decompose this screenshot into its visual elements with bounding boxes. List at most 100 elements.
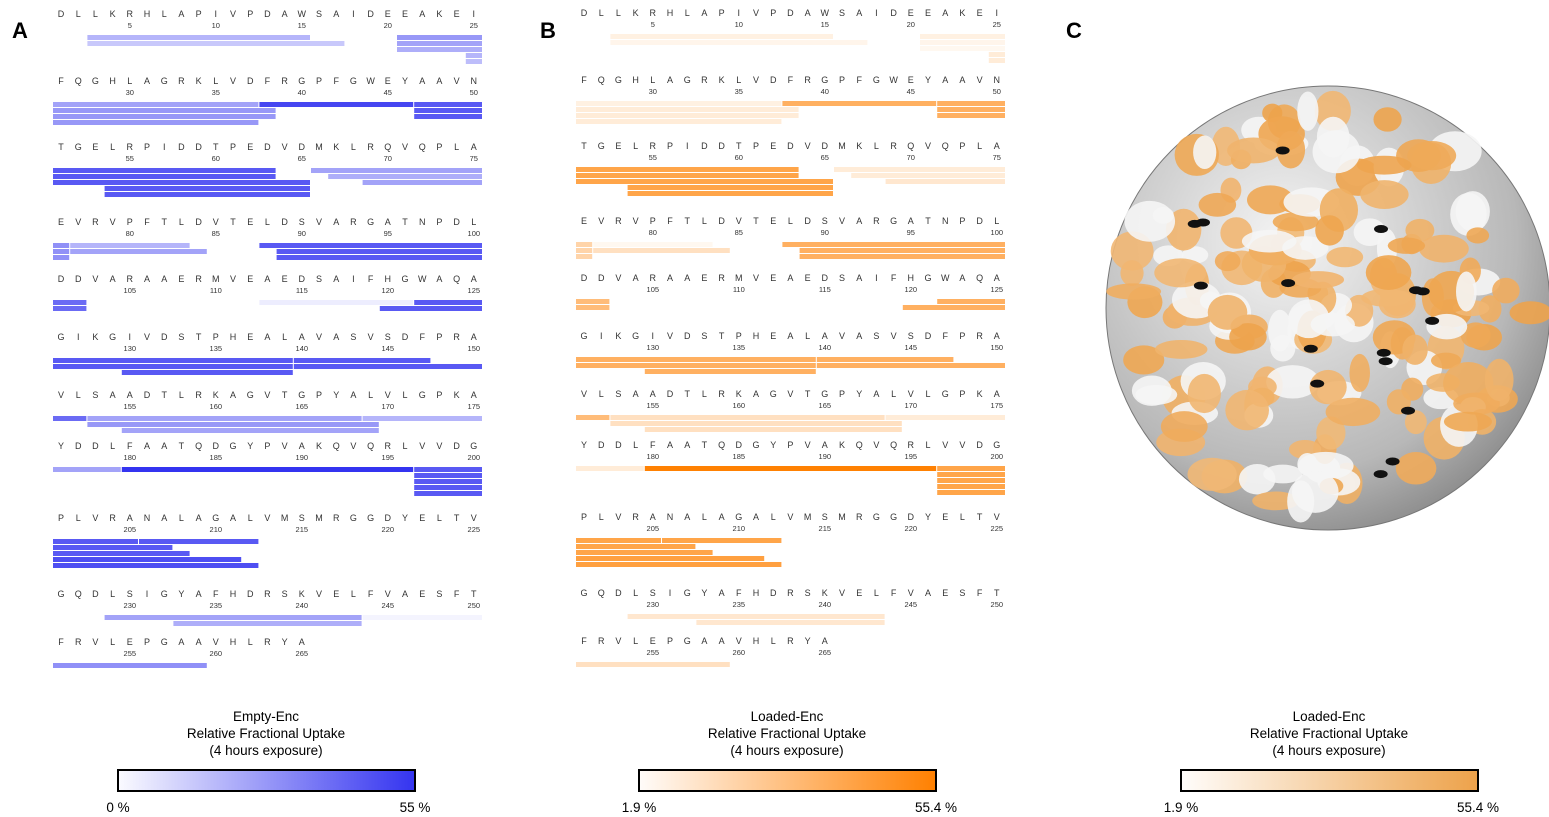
residue-number: 230 [124,601,137,610]
peptide-bar [886,415,1005,420]
residue-number: 250 [991,600,1004,609]
peptide-bar [576,415,609,420]
residue-number: 25 [993,20,1001,29]
peptide-bar [53,108,276,113]
capsid-rendering [1106,86,1549,530]
residue-number: 120 [905,285,918,294]
peptide-bar [645,466,936,471]
peptide-bar [937,484,1005,489]
peptide-bar [53,358,293,363]
sequence-row: DDVARAAERMVEAEDSAIFHGWAQA [581,273,1000,283]
peptide-bar [53,255,69,260]
surface-patch [1208,295,1248,330]
peptide-bar [576,662,730,667]
residue-number: 135 [210,344,223,353]
peptide-bar [277,255,482,260]
residue-number: 210 [733,524,746,533]
peptide-bar [328,174,482,179]
residue-number: 225 [991,524,1004,533]
residue-number: 200 [991,452,1004,461]
residue-number: 250 [468,601,481,610]
peptide-bar [937,299,1005,304]
peptide-bar [576,556,764,561]
sequence-row: DLLKRHLAPIVPDAWSAIDEEAKEI [58,9,475,19]
peptide-bar [576,363,816,368]
residue-number: 110 [733,285,745,294]
residue-number: 145 [382,344,395,353]
surface-patch [1456,191,1490,231]
sequence-row: GIKGIVDSTPHEALAVASVSDFPRA [580,331,999,341]
peptide-bar [989,52,1005,57]
surface-pore [1276,146,1290,154]
residue-number: 260 [733,648,746,657]
residue-number: 55 [649,153,657,162]
peptide-bar [937,478,1005,483]
residue-number: 210 [210,525,223,534]
peptide-bar [87,416,361,421]
residue-number: 215 [819,524,832,533]
surface-patch [1106,283,1161,299]
peptide-bar [937,490,1005,495]
peptide-bar [610,40,867,45]
residue-number: 145 [905,343,918,352]
residue-number: 70 [384,154,392,163]
residue-number: 80 [649,228,657,237]
residue-number: 185 [733,452,746,461]
surface-pore [1281,279,1295,287]
residue-number: 50 [993,87,1001,96]
peptide-bar [937,472,1005,477]
peptide-bar [414,114,482,119]
peptide-bar [576,173,799,178]
surface-patch [1188,374,1221,413]
surface-pore [1425,317,1439,325]
sequence-row: FQGHLAGRKLVDFRGPFGWEYAAVN [581,75,1000,85]
peptide-bar [87,35,310,40]
sequence-row: FQGHLAGRKLVDFRGPFGWEYAAVN [58,76,477,86]
scale-min-label: 1.9 % [1164,800,1199,815]
residue-number: 15 [298,21,306,30]
surface-patch [1161,411,1208,442]
peptide-bar [576,538,661,543]
residue-number: 95 [907,228,915,237]
residue-number: 5 [128,21,132,30]
surface-pore [1310,380,1324,388]
peptide-bar [593,248,730,253]
peptide-bar [662,538,781,543]
residue-number: 175 [468,402,481,411]
peptide-bar [817,363,1005,368]
residue-number: 195 [905,452,918,461]
residue-number: 195 [382,453,395,462]
peptide-bar [628,614,885,619]
legend-title: Relative Fractional Uptake [708,726,866,741]
peptide-bar [87,422,378,427]
surface-patch [1311,313,1355,337]
residue-number: 130 [124,344,137,353]
residue-number: 170 [382,402,395,411]
panel-label: A [12,18,28,43]
peptide-bar [800,248,1005,253]
surface-patch [1407,141,1456,170]
sequence-row: TGELRPIDDTPEDVDMKLRQVQPLA [58,142,477,152]
residue-number: 265 [296,649,309,658]
peptide-bar [989,58,1005,63]
residue-number: 90 [298,229,306,238]
scale-min-label: 0 % [106,800,129,815]
legend-title: (4 hours exposure) [1272,743,1385,758]
surface-patch [1225,390,1269,430]
peptide-bar [576,119,781,124]
peptide-bar [70,243,189,248]
peptide-bar [593,242,712,247]
surface-pore [1374,225,1388,233]
scale-max-label: 55.4 % [915,800,957,815]
figure: A B C DLLKRHLAPIVPDAWSAIDEEAKEI510152025… [0,0,1549,817]
peptide-bar [53,551,190,556]
peptide-bar [628,191,833,196]
legend-title: (4 hours exposure) [730,743,843,758]
surface-pore [1194,282,1208,290]
peptide-bar [53,180,310,185]
peptide-bar [397,35,482,40]
peptide-bar [311,168,482,173]
residue-number: 130 [647,343,660,352]
surface-patch [1388,238,1425,254]
peptide-bar [937,101,1005,106]
